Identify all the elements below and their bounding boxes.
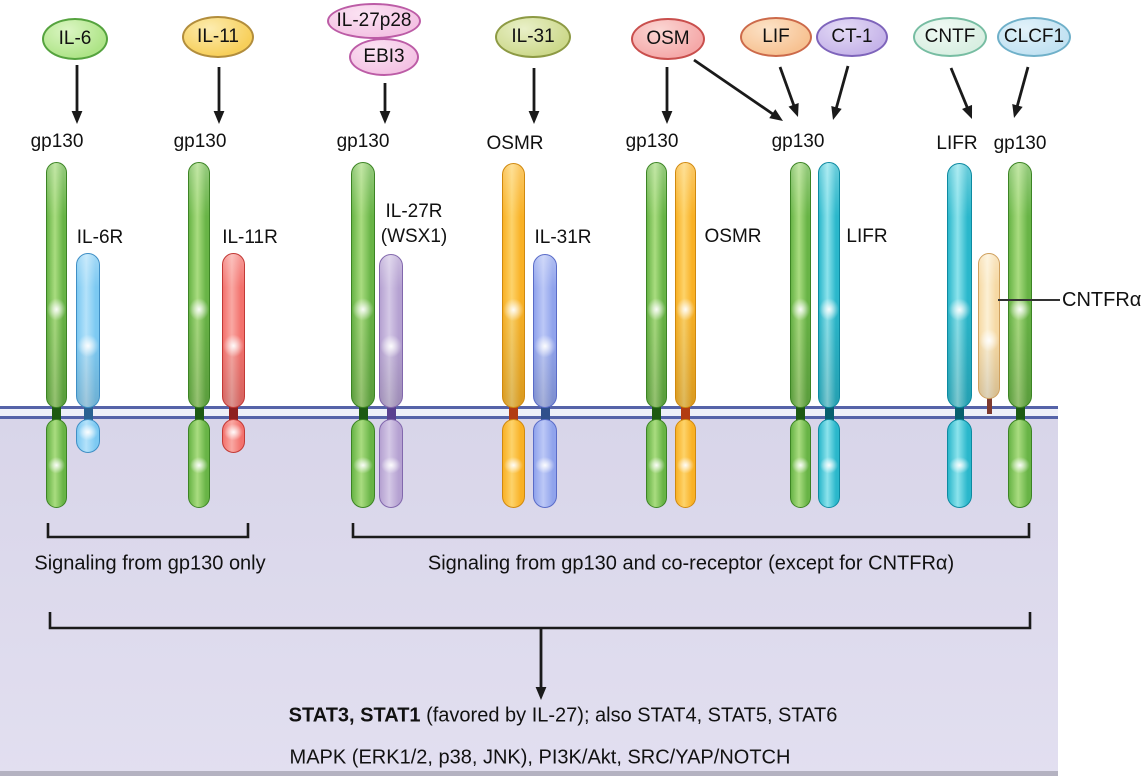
cytokine-ebi3: EBI3 bbox=[349, 38, 419, 76]
osm-diagonal-arrow-head bbox=[769, 109, 783, 121]
c2-gp130-bar bbox=[188, 162, 210, 408]
c7-lifr-intracellular-tail bbox=[947, 419, 972, 508]
c3-gp130-intracellular-tail bbox=[351, 419, 375, 508]
c6-gp130-bar bbox=[790, 162, 811, 408]
c6-lifr-transmembrane-connector bbox=[824, 405, 834, 422]
receptor-label-gp130-11: gp130 bbox=[771, 131, 825, 152]
stat3-stat1-bold-text: STAT3, STAT1 bbox=[288, 704, 421, 727]
c6-gp130-intracellular-tail bbox=[790, 419, 811, 508]
membrane-bilayer-gap bbox=[0, 409, 1058, 416]
c6-gp130-transmembrane-connector bbox=[796, 405, 805, 422]
c3-il27r-transmembrane-connector bbox=[386, 405, 396, 422]
receptor-label-gp130-14: gp130 bbox=[993, 133, 1047, 154]
c7-gp130-bar bbox=[1008, 162, 1032, 408]
signaling-gp130-only-label: Signaling from gp130 only bbox=[34, 552, 266, 575]
receptor-label-gp130-0: gp130 bbox=[30, 131, 84, 152]
receptor-label-il11r-3: IL-11R bbox=[222, 227, 278, 248]
c1-gp130-transmembrane-connector bbox=[52, 405, 61, 422]
receptor-label-gp130-9: gp130 bbox=[625, 131, 679, 152]
osm-diagonal-arrow-line bbox=[693, 58, 777, 118]
stat-pathways-rest-text: (favored by IL-27); also STAT4, STAT5, S… bbox=[420, 704, 838, 727]
osm-arrow-head bbox=[661, 111, 673, 124]
c3-il27r-bar bbox=[379, 254, 403, 408]
ct1-arrow-head bbox=[831, 106, 842, 120]
stat-pathways-text: STAT3, STAT1 (favored by IL-27); also ST… bbox=[289, 705, 838, 728]
c1-gp130-intracellular-tail bbox=[46, 419, 67, 508]
c1-il6r-transmembrane-connector bbox=[83, 405, 93, 422]
cytoplasm-region bbox=[0, 419, 1058, 776]
c7-gp130-transmembrane-connector bbox=[1015, 405, 1025, 422]
cytokine-il11: IL-11 bbox=[182, 16, 254, 58]
cytokine-il27p28: IL-27p28 bbox=[327, 3, 421, 39]
cntf-arrow-line bbox=[949, 67, 970, 112]
receptor-label-il6r-1: IL-6R bbox=[76, 227, 124, 248]
c7-cntfra-gpi-stem bbox=[986, 397, 992, 414]
receptor-label-osmr-10: OSMR bbox=[704, 226, 762, 247]
cntfr-alpha-label: CNTFRα bbox=[1062, 289, 1142, 311]
receptor-label-lifr-12: LIFR bbox=[846, 226, 888, 247]
c2-gp130-transmembrane-connector bbox=[194, 405, 204, 422]
c7-lifr-transmembrane-connector bbox=[955, 405, 964, 422]
c4-osmr-bar bbox=[502, 163, 525, 408]
c7-gp130-intracellular-tail bbox=[1008, 419, 1032, 508]
receptor-label-lifr-13: LIFR bbox=[936, 133, 978, 154]
image-bottom-edge bbox=[0, 771, 1058, 776]
cytokine-cntf: CNTF bbox=[913, 17, 987, 57]
c6-lifr-bar bbox=[818, 162, 840, 408]
receptor-label-il27r-5: IL-27R bbox=[385, 201, 443, 222]
c5-gp130-intracellular-tail bbox=[646, 419, 667, 508]
ct1-arrow-line bbox=[834, 65, 850, 112]
cytokine-il6: IL-6 bbox=[42, 18, 108, 60]
il27-arrow-head bbox=[379, 111, 391, 124]
c5-osmr-bar bbox=[675, 162, 696, 408]
cytokine-lif: LIF bbox=[740, 17, 812, 57]
c4-osmr-intracellular-tail bbox=[502, 419, 525, 508]
c6-lifr-intracellular-tail bbox=[818, 419, 840, 508]
il11-arrow-head bbox=[213, 111, 225, 124]
cytokine-clcf1: CLCF1 bbox=[997, 17, 1071, 57]
membrane-outer-line bbox=[0, 406, 1058, 409]
c5-osmr-intracellular-tail bbox=[675, 419, 696, 508]
c1-il6r-intracellular-tail bbox=[76, 419, 100, 453]
receptor-label-il31r-8: IL-31R bbox=[534, 227, 592, 248]
c5-gp130-transmembrane-connector bbox=[652, 405, 661, 422]
c3-gp130-transmembrane-connector bbox=[358, 405, 368, 422]
c5-gp130-bar bbox=[646, 162, 667, 408]
c2-il11r-intracellular-tail bbox=[222, 419, 245, 453]
cytokine-ct1: CT-1 bbox=[816, 17, 888, 57]
receptor-label-osmr-7: OSMR bbox=[486, 133, 544, 154]
c4-il31r-transmembrane-connector bbox=[540, 405, 550, 422]
lif-arrow-line bbox=[778, 66, 797, 109]
c3-gp130-bar bbox=[351, 162, 375, 408]
c4-il31r-bar bbox=[533, 254, 557, 408]
c3-il27r-intracellular-tail bbox=[379, 419, 403, 508]
c4-il31r-intracellular-tail bbox=[533, 419, 557, 508]
mapk-pi3k-src-pathways-text: MAPK (ERK1/2, p38, JNK), PI3K/Akt, SRC/Y… bbox=[289, 746, 791, 769]
clcf1-arrow-line bbox=[1015, 66, 1030, 110]
clcf1-arrow-head bbox=[1012, 104, 1023, 118]
signaling-gp130-co-receptor-label: Signaling from gp130 and co-receptor (ex… bbox=[427, 552, 955, 575]
c1-il6r-bar bbox=[76, 253, 100, 408]
lif-arrow-head bbox=[788, 102, 799, 117]
c7-lifr-bar bbox=[947, 163, 972, 408]
cntf-arrow-head bbox=[962, 104, 973, 119]
il6-arrow-head bbox=[71, 111, 83, 124]
cytokine-il31: IL-31 bbox=[495, 16, 571, 58]
cytokine-osm: OSM bbox=[631, 18, 705, 60]
c5-osmr-transmembrane-connector bbox=[681, 405, 690, 422]
receptor-label-gp130-4: gp130 bbox=[336, 131, 390, 152]
c7-cntfra-bar bbox=[978, 253, 1000, 399]
c1-gp130-bar bbox=[46, 162, 67, 408]
receptor-label-gp130-2: gp130 bbox=[173, 131, 227, 152]
c2-il11r-transmembrane-connector bbox=[229, 405, 238, 422]
receptor-label-wsx1-6: (WSX1) bbox=[380, 226, 448, 247]
c2-il11r-bar bbox=[222, 253, 245, 408]
membrane-inner-line bbox=[0, 416, 1058, 419]
c2-gp130-intracellular-tail bbox=[188, 419, 210, 508]
il31-arrow-head bbox=[528, 111, 540, 124]
c4-osmr-transmembrane-connector bbox=[509, 405, 518, 422]
